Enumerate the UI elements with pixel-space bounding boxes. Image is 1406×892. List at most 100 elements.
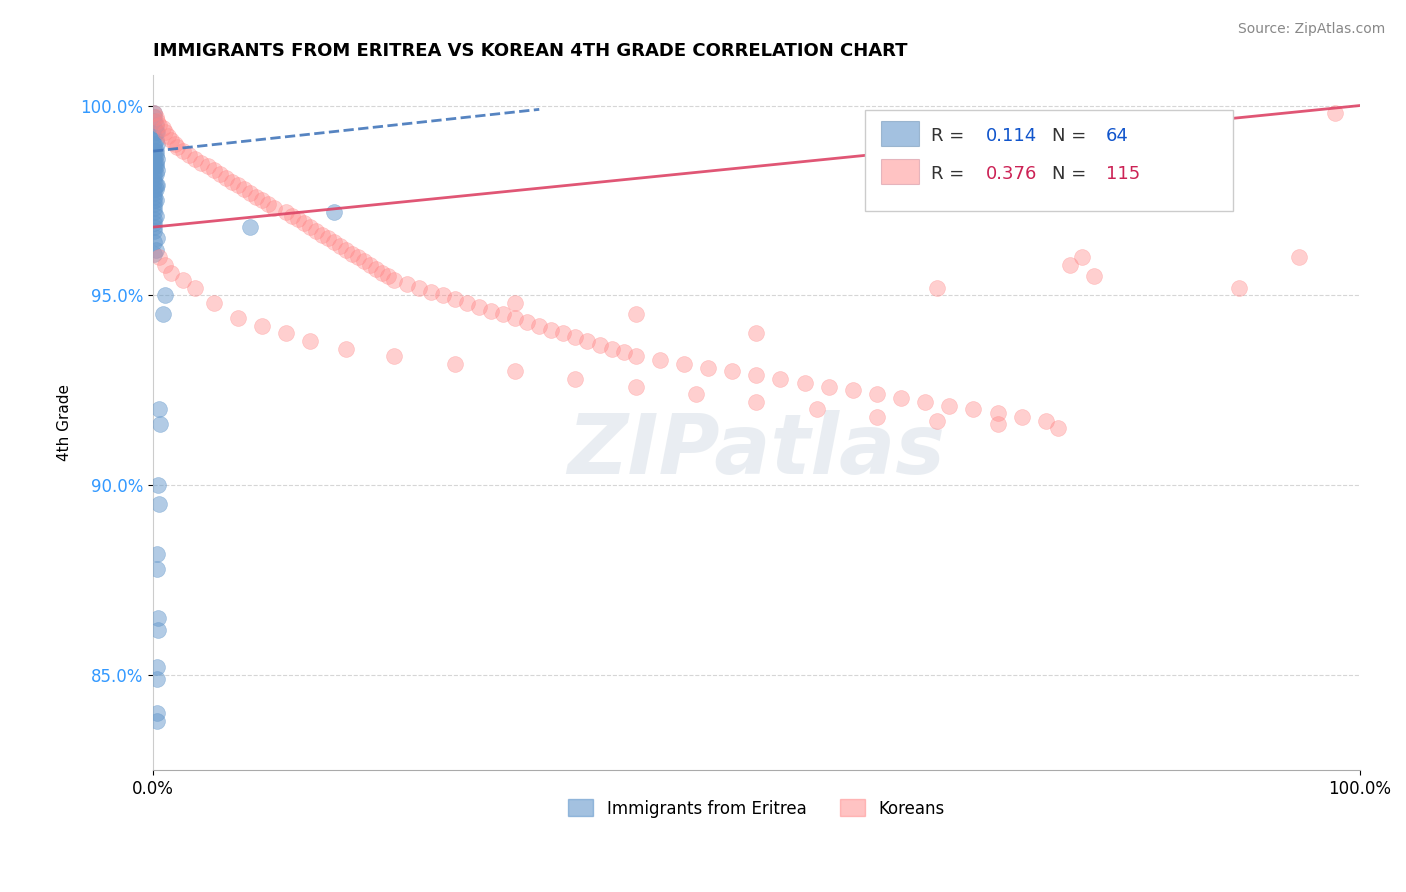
Point: [146, 152, 169, 166]
Text: 0.114: 0.114: [986, 127, 1036, 145]
Point: [221, 174, 243, 188]
Point: [160, 133, 183, 147]
Point: [250, 318, 273, 333]
Point: [1083, 269, 1105, 284]
Point: [769, 372, 792, 386]
Text: ZIPatlas: ZIPatlas: [568, 410, 945, 491]
Point: [143, 136, 166, 151]
Point: [143, 182, 166, 196]
Point: [323, 235, 346, 250]
Y-axis label: 4th Grade: 4th Grade: [58, 384, 72, 461]
Point: [624, 307, 647, 321]
Point: [287, 212, 309, 227]
Point: [146, 714, 169, 728]
Point: [503, 296, 526, 310]
Point: [529, 318, 551, 333]
Point: [408, 281, 430, 295]
Point: [938, 399, 960, 413]
Point: [143, 201, 166, 215]
Point: [146, 231, 169, 245]
Point: [145, 133, 167, 147]
Point: [335, 342, 357, 356]
Point: [274, 326, 297, 341]
Point: [648, 353, 671, 368]
Point: [145, 125, 167, 139]
Point: [143, 212, 166, 227]
Point: [564, 330, 586, 344]
Point: [842, 384, 865, 398]
Point: [143, 110, 166, 124]
Point: [143, 235, 166, 250]
Point: [353, 254, 375, 268]
Point: [202, 296, 225, 310]
Point: [1227, 281, 1250, 295]
Point: [214, 170, 236, 185]
Point: [145, 155, 167, 169]
Point: [987, 406, 1010, 420]
Point: [146, 547, 169, 561]
Point: [1011, 409, 1033, 424]
Point: [600, 342, 623, 356]
Point: [148, 402, 170, 417]
Point: [492, 307, 515, 321]
Point: [914, 394, 936, 409]
Point: [395, 277, 418, 291]
Point: [432, 288, 454, 302]
FancyBboxPatch shape: [880, 160, 920, 185]
Point: [806, 402, 828, 417]
Point: [721, 364, 744, 378]
Point: [146, 562, 169, 576]
Point: [793, 376, 815, 390]
Point: [146, 672, 169, 686]
Legend: Immigrants from Eritrea, Koreans: Immigrants from Eritrea, Koreans: [562, 793, 950, 824]
Point: [256, 197, 278, 211]
Point: [263, 201, 285, 215]
Text: N =: N =: [1052, 165, 1092, 183]
Point: [152, 121, 174, 136]
Point: [281, 209, 304, 223]
Text: Source: ZipAtlas.com: Source: ZipAtlas.com: [1237, 22, 1385, 37]
Point: [166, 140, 188, 154]
Point: [143, 144, 166, 158]
Point: [143, 220, 166, 235]
Point: [347, 251, 370, 265]
Point: [146, 623, 169, 637]
Point: [553, 326, 575, 341]
Point: [987, 417, 1010, 432]
Point: [419, 285, 441, 299]
Point: [245, 190, 267, 204]
Point: [143, 216, 166, 230]
Point: [145, 110, 167, 124]
Point: [239, 220, 262, 235]
Point: [1071, 251, 1094, 265]
Point: [685, 387, 707, 401]
Point: [962, 402, 984, 417]
Point: [148, 251, 170, 265]
Point: [143, 128, 166, 143]
Point: [145, 159, 167, 173]
Point: [146, 706, 169, 720]
Point: [456, 296, 478, 310]
Point: [274, 205, 297, 219]
FancyBboxPatch shape: [865, 110, 1233, 211]
Point: [143, 190, 166, 204]
Point: [927, 414, 949, 428]
Point: [155, 288, 177, 302]
Point: [145, 243, 167, 257]
Point: [143, 167, 166, 181]
Text: 64: 64: [1107, 127, 1129, 145]
Point: [152, 307, 174, 321]
Point: [184, 281, 207, 295]
Point: [371, 266, 394, 280]
Point: [143, 159, 166, 173]
Point: [890, 391, 912, 405]
Point: [866, 409, 889, 424]
Text: R =: R =: [931, 165, 970, 183]
Point: [384, 273, 406, 287]
Point: [503, 364, 526, 378]
Point: [146, 611, 169, 625]
Point: [613, 345, 636, 359]
Point: [197, 159, 219, 173]
Point: [179, 148, 201, 162]
Point: [143, 246, 166, 260]
